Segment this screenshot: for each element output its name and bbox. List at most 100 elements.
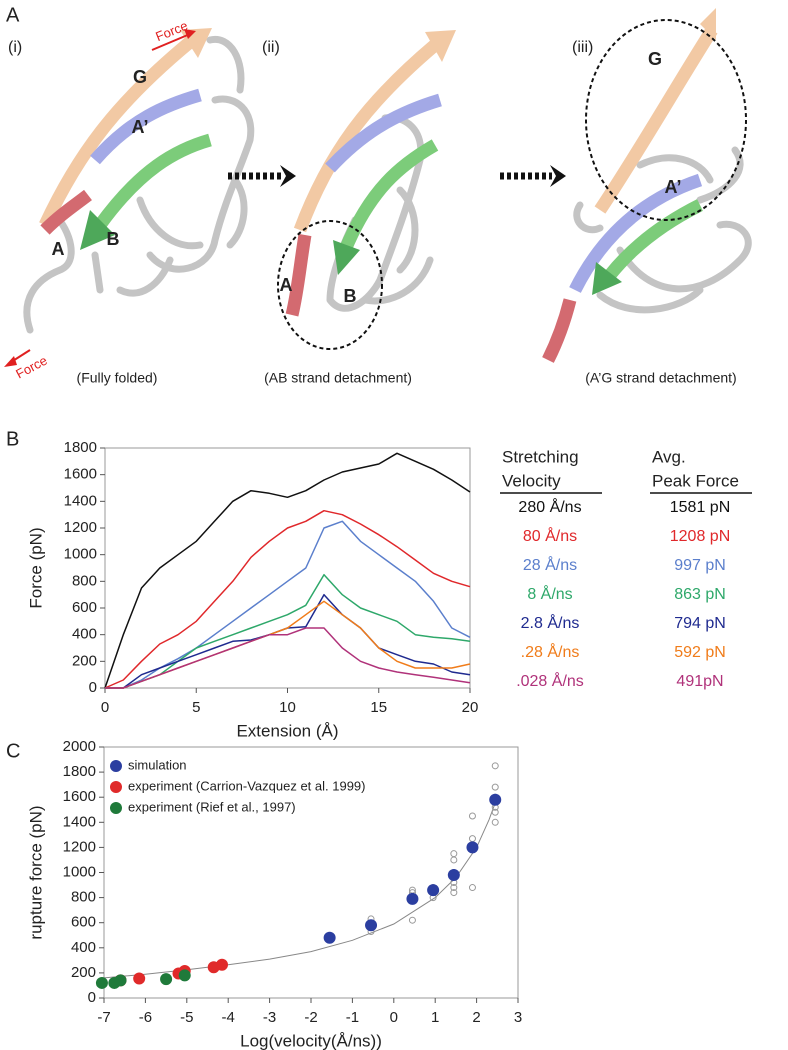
- legend-peak-force: 997 pN: [674, 557, 726, 574]
- sample-point: [450, 889, 458, 897]
- strand-label: A’: [131, 117, 148, 137]
- panel-label: B: [6, 428, 19, 450]
- x-tick-label: -5: [180, 1009, 193, 1026]
- y-tick-label: 1000: [64, 546, 97, 563]
- panel-label: A: [6, 4, 20, 26]
- data-point: [114, 974, 127, 987]
- sample-point: [450, 850, 458, 858]
- strand-label: A’: [664, 177, 681, 197]
- x-tick-label: 0: [101, 699, 109, 716]
- y-tick-label: 1600: [64, 466, 97, 483]
- x-tick-label: -2: [304, 1009, 317, 1026]
- state-numeral: (i): [8, 39, 22, 56]
- data-point: [160, 973, 173, 986]
- strand-label: G: [133, 67, 147, 87]
- sample-point: [491, 762, 499, 770]
- y-tick-label: 800: [72, 572, 97, 589]
- sample-point: [408, 916, 416, 924]
- legend-peak-force: 794 pN: [674, 615, 726, 632]
- data-point: [466, 841, 479, 854]
- x-tick-label: -6: [139, 1009, 152, 1026]
- x-tick-label: -1: [346, 1009, 359, 1026]
- legend-velocity: 280 Å/ns: [518, 497, 581, 516]
- panel-label: C: [6, 740, 20, 762]
- transition-arrowhead: [550, 165, 566, 187]
- series-line: [105, 520, 471, 689]
- x-tick-label: 2: [472, 1009, 480, 1026]
- highlight-ellipse: [277, 220, 383, 350]
- data-point: [215, 958, 228, 971]
- y-tick-label: 1200: [63, 838, 96, 855]
- structure-i: [4, 28, 255, 367]
- y-tick-label: 2000: [63, 738, 96, 755]
- y-tick-label: 200: [72, 652, 97, 669]
- data-point: [427, 884, 440, 897]
- data-point: [133, 972, 146, 985]
- data-point: [95, 976, 108, 989]
- sample-point: [450, 856, 458, 864]
- series-line: [105, 573, 471, 689]
- y-tick-label: 1800: [64, 439, 97, 456]
- y-tick-label: 0: [89, 679, 97, 696]
- y-tick-label: 1200: [64, 519, 97, 536]
- legend-peak-force: 592 pN: [674, 644, 726, 661]
- y-tick-label: 1400: [63, 813, 96, 830]
- y-tick-label: 0: [88, 989, 96, 1006]
- state-numeral: (ii): [262, 39, 280, 56]
- series-line: [104, 452, 471, 689]
- legend-header: Avg.: [652, 447, 686, 466]
- data-point: [489, 793, 502, 806]
- legend-marker: [110, 760, 122, 772]
- y-tick-label: 400: [71, 939, 96, 956]
- legend-peak-force: 1581 pN: [670, 499, 731, 516]
- y-tick-label: 800: [71, 889, 96, 906]
- structure-ii: [285, 30, 456, 317]
- x-tick-label: 20: [462, 699, 479, 716]
- legend-velocity: 8 Å/ns: [527, 584, 572, 603]
- legend-velocity: .28 Å/ns: [521, 642, 580, 661]
- y-tick-label: 600: [71, 914, 96, 931]
- legend-label: experiment (Carrion-Vazquez et al. 1999): [128, 778, 366, 793]
- x-axis-label: Extension (Å): [236, 721, 338, 740]
- transition-arrowhead: [280, 165, 296, 187]
- strand-label: B: [344, 286, 357, 306]
- x-tick-label: 1: [431, 1009, 439, 1026]
- legend-velocity: 80 Å/ns: [523, 526, 577, 545]
- data-point: [178, 969, 191, 982]
- structure-iii: [542, 8, 752, 363]
- x-tick-label: -3: [263, 1009, 276, 1026]
- legend-header: Stretching: [502, 447, 579, 466]
- y-axis-label: rupture force (pN): [26, 805, 45, 939]
- y-tick-label: 1600: [63, 788, 96, 805]
- y-tick-label: 400: [72, 626, 97, 643]
- x-tick-label: 5: [192, 699, 200, 716]
- x-tick-label: 15: [370, 699, 387, 716]
- y-tick-label: 1400: [64, 492, 97, 509]
- legend-velocity: .028 Å/ns: [516, 671, 584, 690]
- x-axis-label: Log(velocity(Å/ns)): [240, 1031, 382, 1050]
- y-tick-label: 1000: [63, 863, 96, 880]
- legend-header: Velocity: [502, 471, 561, 490]
- legend-peak-force: 491pN: [676, 673, 723, 690]
- data-point: [365, 919, 378, 932]
- legend-label: experiment (Rief et al., 1997): [128, 799, 296, 814]
- legend-marker: [110, 781, 122, 793]
- legend-peak-force: 863 pN: [674, 586, 726, 603]
- highlight-ellipse: [585, 19, 747, 221]
- series-line: [105, 627, 471, 689]
- sample-point: [468, 835, 476, 843]
- state-numeral: (iii): [572, 39, 593, 56]
- y-tick-label: 600: [72, 599, 97, 616]
- x-tick-label: 0: [390, 1009, 398, 1026]
- data-point: [447, 869, 460, 882]
- series-line: [104, 509, 471, 689]
- legend-peak-force: 1208 pN: [670, 528, 731, 545]
- legend-marker: [110, 802, 122, 814]
- y-tick-label: 1800: [63, 763, 96, 780]
- data-point: [406, 892, 419, 905]
- strand-label: B: [107, 229, 120, 249]
- x-tick-label: 3: [514, 1009, 522, 1026]
- strand-label: A: [52, 239, 65, 259]
- y-tick-label: 200: [71, 964, 96, 981]
